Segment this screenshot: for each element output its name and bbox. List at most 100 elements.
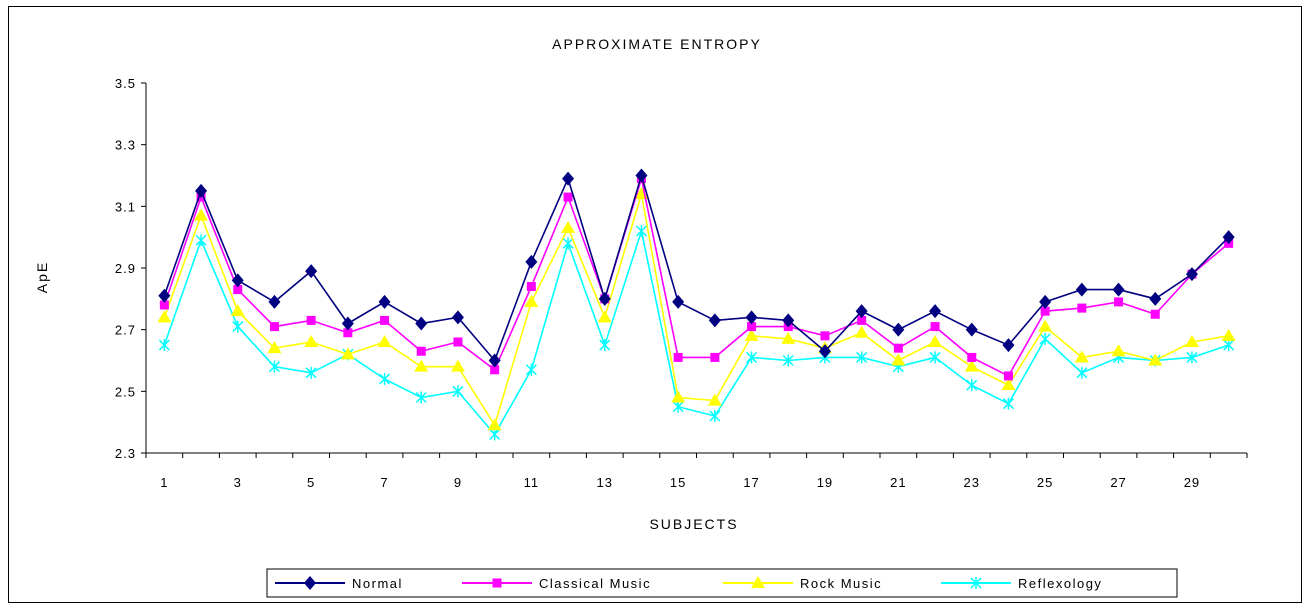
legend-label-normal: Normal [352,576,403,591]
data-point-normal [1002,338,1015,353]
legend-item-rock-music: Rock Music [723,576,882,591]
data-point-rock-music [267,341,282,354]
data-point-normal [855,304,868,319]
data-point-normal [341,316,354,331]
line-chart: APPROXIMATE ENTROPY ApE SUBJECTS 2.3 2.5 2… [34,36,1248,598]
x-tick-label: 17 [743,475,759,490]
data-point-normal [451,310,464,325]
data-point-normal [562,171,575,186]
x-tick-label: 15 [670,475,686,490]
data-point-rock-music [781,331,796,344]
x-axis-label: SUBJECTS [649,516,738,532]
data-point-reflexology [1076,366,1088,379]
data-point-reflexology [158,339,170,352]
data-point-classical-music [269,322,279,332]
data-point-classical-music [930,322,940,332]
data-point-normal [1222,230,1235,245]
data-point-reflexology [1039,332,1051,345]
data-point-rock-music [157,310,172,323]
x-tick-label: 13 [597,475,613,490]
data-point-normal [1149,291,1162,306]
data-point-classical-music [1003,371,1013,381]
chart-title: APPROXIMATE ENTROPY [552,36,762,52]
data-point-classical-music [747,322,757,332]
data-point-normal [525,254,538,269]
data-point-classical-music [490,365,500,375]
data-point-classical-music [857,315,867,325]
data-point-rock-music [230,304,245,317]
data-point-reflexology [195,234,207,247]
y-tick-label: 2.5 [115,384,136,399]
data-point-classical-music [820,331,830,341]
series-line-classical-music [163,178,1230,377]
y-axis-label: ApE [34,261,50,293]
data-point-rock-music [450,359,465,372]
data-point-reflexology [305,366,317,379]
data-point-reflexology [562,237,574,250]
data-point-rock-music [854,325,869,338]
data-point-classical-music [1040,306,1050,316]
legend-item-normal: Normal [275,576,403,591]
chart-frame: APPROXIMATE ENTROPY ApE SUBJECTS 2.3 2.5 2… [8,6,1302,603]
data-point-reflexology [599,339,611,352]
data-point-rock-music [1001,378,1016,391]
legend-label-reflexology: Reflexology [1018,576,1102,591]
data-point-normal [1112,282,1125,297]
data-point-normal [818,344,831,359]
data-point-rock-music [194,208,209,221]
data-point-reflexology [709,410,721,422]
series-line-rock-music [163,193,1229,428]
legend-marker-normal [304,576,316,590]
data-point-normal [929,304,942,319]
data-point-classical-music [453,337,463,347]
data-point-normal [1075,282,1088,297]
data-point-classical-music [343,328,353,338]
data-point-rock-music [1038,319,1053,332]
data-point-rock-music [1184,335,1199,347]
data-point-normal [1039,294,1052,309]
legend-marker-reflexology [970,577,982,589]
data-point-normal [892,322,905,337]
x-tick-label: 23 [964,475,980,490]
data-point-reflexology [782,354,794,367]
data-point-rock-music [1221,328,1236,341]
data-point-reflexology [966,379,978,392]
series-normal [158,168,1235,368]
data-point-rock-music [524,294,539,307]
series-reflexology [158,225,1235,441]
x-tick-label: 7 [380,475,388,490]
data-point-reflexology [746,351,758,364]
x-tick-label: 11 [524,475,540,490]
data-point-normal [231,273,244,288]
x-tick-label: 21 [890,475,906,490]
data-point-classical-music [710,352,720,362]
data-point-reflexology [1223,339,1235,352]
data-point-rock-music [1111,344,1126,357]
data-point-classical-music [159,300,169,310]
data-point-reflexology [415,391,427,404]
series-layer [157,168,1236,441]
legend-marker-classical-music [492,578,502,588]
data-point-classical-music [1150,309,1160,319]
data-point-classical-music [893,343,903,353]
series-line-normal [163,172,1230,363]
series-line-reflexology [163,227,1229,436]
y-tick-label: 3.3 [115,138,136,153]
data-point-normal [965,322,978,337]
data-point-classical-music [967,352,977,362]
data-point-normal [672,294,685,309]
legend-label-rock-music: Rock Music [800,576,882,591]
y-tick-label: 3.1 [115,199,136,214]
data-point-reflexology [929,351,941,364]
data-point-classical-music [380,315,390,325]
data-point-classical-music [1077,303,1087,313]
data-point-normal [378,294,391,309]
legend-item-classical-music: Classical Music [462,576,650,591]
data-point-rock-music [707,393,722,406]
data-point-rock-music [414,359,429,372]
data-point-normal [635,168,648,183]
data-point-rock-music [340,347,355,360]
y-tick-label: 2.7 [115,323,136,338]
data-point-normal [488,353,501,368]
data-point-normal [745,310,758,325]
